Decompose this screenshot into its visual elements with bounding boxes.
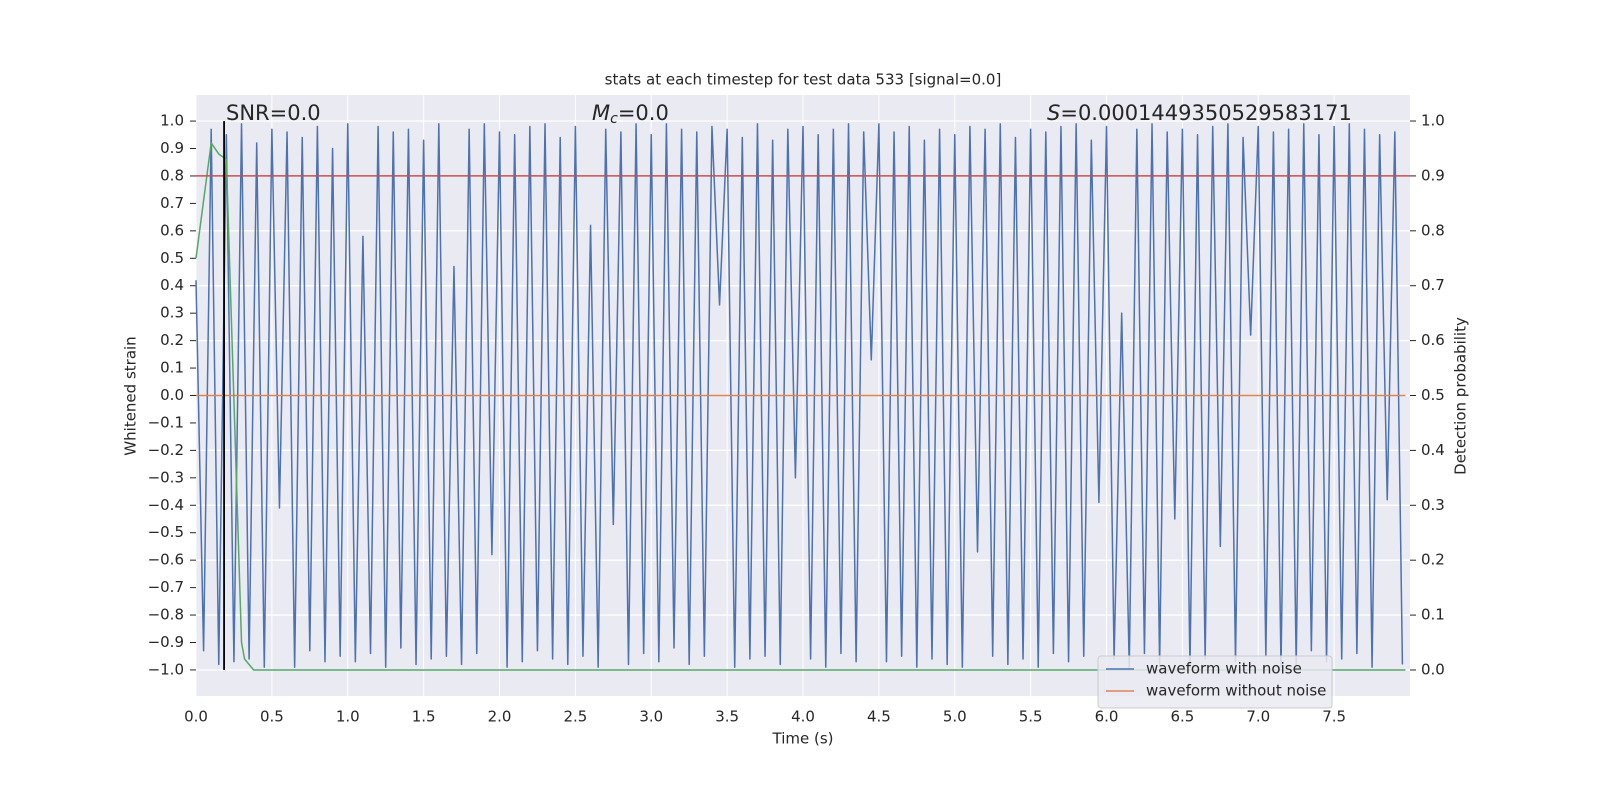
y2-tick-label: 0.9: [1421, 166, 1445, 184]
y-tick-label: −0.7: [148, 578, 184, 596]
y-tick-label: 0.8: [160, 166, 184, 184]
x-tick-label: 7.5: [1322, 708, 1346, 726]
x-tick-label: 6.0: [1095, 708, 1119, 726]
y-tick-label: −1.0: [148, 660, 184, 678]
y-tick-label: −0.6: [148, 551, 184, 569]
x-tick-label: 5.0: [943, 708, 967, 726]
y-tick-label: 0.7: [160, 194, 184, 212]
y2-tick-label: 0.7: [1421, 276, 1445, 294]
y2-tick-label: 0.0: [1421, 660, 1445, 678]
y-tick-label: −0.5: [148, 523, 184, 541]
legend-box: [1097, 655, 1333, 709]
y-axis-label: Whitened strain: [122, 336, 140, 455]
legend-label: waveform without noise: [1146, 682, 1326, 700]
y-tick-label: 0.4: [160, 276, 184, 294]
series-line: [195, 142, 1406, 671]
annotation-part: =0.0001449350529583171: [1060, 101, 1352, 125]
x-tick-label: 2.0: [488, 708, 512, 726]
y2-axis-label: Detection probability: [1452, 317, 1470, 475]
x-tick-label: 0.5: [260, 708, 284, 726]
y-tick-label: 1.0: [160, 112, 184, 130]
chart-title: stats at each timestep for test data 533…: [605, 71, 1002, 89]
y-tick-label: 0.6: [160, 221, 184, 239]
y-tick-label: −0.8: [148, 606, 184, 624]
y-tick-label: 0.2: [160, 331, 184, 349]
y-tick-label: 0.0: [160, 386, 184, 404]
marks: [195, 121, 1410, 671]
annotation: S=0.0001449350529583171: [1047, 101, 1352, 125]
annotation-part: =0.0: [618, 101, 669, 125]
x-tick-label: 3.5: [715, 708, 739, 726]
annotation-part: c: [610, 111, 618, 127]
y2-tick-label: 0.4: [1421, 441, 1445, 459]
x-tick-label: 6.5: [1170, 708, 1194, 726]
x-tick-label: 1.5: [412, 708, 436, 726]
annotation-part: M: [592, 101, 610, 125]
annotation-part: SNR=0.0: [226, 101, 321, 125]
annotation: SNR=0.0: [226, 101, 321, 125]
x-tick-label: 2.5: [563, 708, 587, 726]
x-tick-label: 4.0: [791, 708, 815, 726]
y-tick-label: 0.9: [160, 139, 184, 157]
labels: 0.0 0.5 1.0 1.5 2.0 2.5 3.0 3.5 4.0 4.5 5.0 5.5 6.0 6…: [148, 101, 1445, 726]
legend-label: waveform with noise: [1146, 660, 1302, 678]
y2-tick-label: 0.8: [1421, 221, 1445, 239]
x-tick-label: 5.5: [1019, 708, 1043, 726]
y2-tick-label: 0.1: [1421, 606, 1445, 624]
x-axis-label: Time (s): [772, 730, 834, 748]
x-tick-label: 3.0: [639, 708, 663, 726]
y2-tick-label: 0.6: [1421, 331, 1445, 349]
y-tick-label: 0.5: [160, 249, 184, 267]
y2-tick-label: 1.0: [1421, 112, 1445, 130]
x-tick-label: 0.0: [184, 708, 208, 726]
annotation: Mc=0.0: [592, 101, 669, 127]
y-tick-label: −0.3: [148, 468, 184, 486]
y-tick-label: 0.1: [160, 359, 184, 377]
x-tick-label: 7.0: [1246, 708, 1270, 726]
y-tick-label: −0.4: [148, 496, 184, 514]
series-line: [195, 123, 1404, 668]
y-tick-label: −0.9: [148, 633, 184, 651]
annotation-part: S: [1047, 101, 1060, 125]
y2-tick-label: 0.3: [1421, 496, 1445, 514]
y2-tick-label: 0.2: [1421, 551, 1445, 569]
x-tick-label: 1.0: [336, 708, 360, 726]
y-tick-label: 0.3: [160, 304, 184, 322]
x-tick-label: 4.5: [867, 708, 891, 726]
y-tick-label: −0.1: [148, 413, 184, 431]
y-tick-label: −0.2: [148, 441, 184, 459]
y2-tick-label: 0.5: [1421, 386, 1445, 404]
